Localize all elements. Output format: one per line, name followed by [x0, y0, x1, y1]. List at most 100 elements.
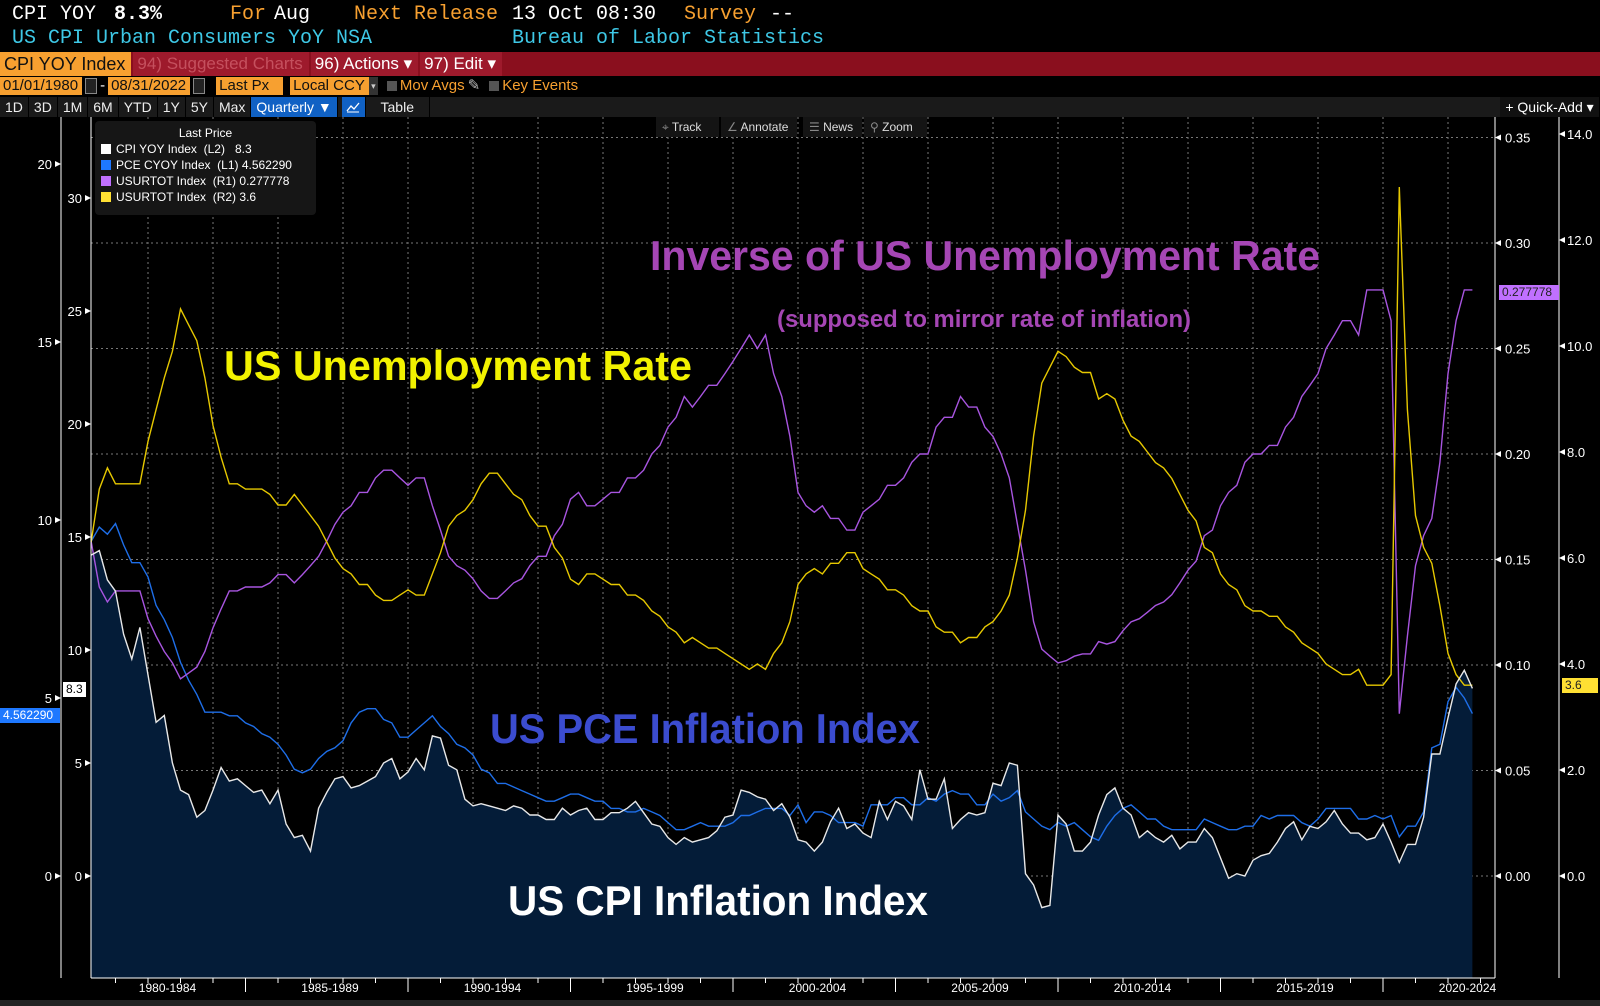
- table-button[interactable]: Table: [366, 97, 430, 117]
- quick-add-button[interactable]: + Quick-Add ▾: [1500, 97, 1600, 117]
- line-chart-icon[interactable]: [341, 97, 366, 117]
- l1-tick-label: 10: [38, 513, 52, 528]
- l1-tick-icon: [55, 517, 61, 523]
- inverse-unemployment-series-line: [90, 289, 1473, 714]
- r1-tick-label: 0.35: [1505, 131, 1530, 146]
- legend-entry-inverse[interactable]: USURTOT Index (R1) 0.277778: [101, 174, 289, 189]
- annotate-label: Annotate: [740, 120, 789, 134]
- axes: 20 15 10 5 0 30 25 20 15 10 5 0 0.35 0.30 0.25 0.20 0.15…: [38, 117, 1592, 995]
- legend-name: USURTOT Index: [116, 190, 207, 204]
- legend-entry-unemployment[interactable]: USURTOT Index (R2) 3.6: [101, 190, 256, 205]
- l2-tick-label: 30: [68, 191, 82, 206]
- bottom-border: [0, 1000, 1600, 1006]
- period-1y[interactable]: 1Y: [158, 97, 186, 117]
- menu-bar: CPI YOY Index 94) Suggested Charts 96) A…: [0, 52, 1600, 76]
- news-icon: ☰: [809, 120, 824, 134]
- track-tool[interactable]: ⌖ Track: [656, 117, 719, 137]
- legend-value: 3.6: [239, 190, 257, 204]
- inverse-last-value-tag: 0.277778: [1499, 285, 1559, 300]
- l2-tick-label: 20: [68, 417, 82, 432]
- chart-canvas[interactable]: 20 15 10 5 0 30 25 20 15 10 5 0 0.35 0.30 0.25 0.20 0.15…: [0, 117, 1600, 1006]
- r2-tick-label: 4.0: [1567, 657, 1585, 672]
- legend-entry-pce[interactable]: PCE CYOY Index (L1) 4.562290: [101, 158, 292, 173]
- l2-tick-label: 25: [68, 304, 82, 319]
- swatch-icon: [101, 144, 111, 154]
- chevron-down-icon[interactable]: ▾: [368, 77, 378, 95]
- x-tick-label: 2010-2014: [1114, 981, 1172, 995]
- l1-tick-icon: [55, 339, 61, 345]
- cpi-series-line: [90, 549, 1474, 909]
- r2-tick-icon: [1559, 555, 1565, 561]
- x-tick-label: 2000-2004: [789, 981, 847, 995]
- legend-entry-cpi[interactable]: CPI YOY Index (L2) 8.3: [101, 142, 252, 157]
- r1-tick-icon: [1495, 240, 1501, 246]
- start-date-input[interactable]: 01/01/1980: [0, 77, 83, 95]
- r1-tick-label: 0.05: [1505, 764, 1530, 779]
- swatch-icon: [101, 160, 111, 170]
- l1-tick-icon: [55, 873, 61, 879]
- x-tick-label: 2015-2019: [1276, 981, 1334, 995]
- l2-tick-label: 5: [75, 756, 82, 771]
- legend-name: CPI YOY Index: [116, 142, 197, 156]
- legend-axis: (R1): [212, 174, 237, 188]
- period-6m[interactable]: 6M: [88, 97, 119, 117]
- frequency-select[interactable]: Quarterly ▼: [251, 97, 338, 117]
- edit-menu[interactable]: 97) Edit ▾: [420, 52, 503, 76]
- legend-name: USURTOT Index: [116, 174, 207, 188]
- zoom-tool[interactable]: ⚲ Zoom: [864, 117, 927, 137]
- period-1m[interactable]: 1M: [58, 97, 89, 117]
- end-date-input[interactable]: 08/31/2022: [108, 77, 191, 95]
- news-tool[interactable]: ☰ News: [803, 117, 862, 137]
- calendar-icon[interactable]: [85, 78, 98, 94]
- period-5y[interactable]: 5Y: [186, 97, 214, 117]
- unemployment-last-value-tag: 3.6: [1562, 678, 1598, 693]
- l2-tick-icon: [85, 421, 91, 427]
- mov-avgs-label: Mov Avgs: [399, 77, 465, 94]
- date-separator: -: [100, 77, 106, 94]
- x-tick-label: 1990-1994: [464, 981, 522, 995]
- legend-value: 0.277778: [239, 174, 290, 188]
- period-1d[interactable]: 1D: [0, 97, 29, 117]
- for-label: For: [230, 3, 267, 26]
- r2-tick-label: 6.0: [1567, 551, 1585, 566]
- annotation-inverse-unemployment: Inverse of US Unemployment Rate: [650, 232, 1320, 279]
- l2-tick-label: 0: [75, 869, 82, 884]
- r1-tick-icon: [1495, 873, 1501, 879]
- r2-tick-label: 8.0: [1567, 445, 1585, 460]
- data-source: Bureau of Labor Statistics: [512, 27, 825, 50]
- zoom-label: Zoom: [882, 120, 913, 134]
- r2-tick-icon: [1559, 873, 1565, 879]
- actions-menu[interactable]: 96) Actions ▾: [310, 52, 419, 76]
- l2-tick-icon: [85, 760, 91, 766]
- r2-tick-icon: [1559, 449, 1565, 455]
- r2-tick-label: 14.0: [1567, 127, 1592, 142]
- period-ytd[interactable]: YTD: [119, 97, 158, 117]
- l1-tick-icon: [55, 695, 61, 701]
- annotation-mirror-note: (supposed to mirror rate of inflation): [777, 306, 1191, 333]
- key-events-checkbox[interactable]: [489, 81, 500, 91]
- r1-tick-icon: [1495, 662, 1501, 668]
- calendar-icon[interactable]: [193, 78, 206, 94]
- l1-tick-label: 15: [38, 335, 52, 350]
- annotation-pce: US PCE Inflation Index: [490, 705, 921, 752]
- next-release-label: Next Release: [354, 3, 499, 26]
- r1-tick-label: 0.20: [1505, 447, 1530, 462]
- field-select[interactable]: Last Px: [216, 77, 284, 95]
- annotation-cpi: US CPI Inflation Index: [508, 877, 929, 924]
- currency-select[interactable]: Local CCY: [290, 77, 369, 95]
- r1-tick-label: 0.25: [1505, 342, 1530, 357]
- r1-tick-label: 0.10: [1505, 658, 1530, 673]
- swatch-icon: [101, 176, 111, 186]
- r1-tick-icon: [1495, 556, 1501, 563]
- mov-avgs-checkbox[interactable]: [386, 81, 397, 91]
- security-input[interactable]: CPI YOY Index: [0, 52, 132, 76]
- annotate-tool[interactable]: ∠ Annotate: [721, 117, 797, 137]
- pencil-icon[interactable]: ✎: [467, 77, 481, 94]
- suggested-charts-button[interactable]: 94) Suggested Charts: [133, 52, 309, 76]
- ticker: CPI YOY: [12, 3, 97, 26]
- security-header: CPI YOY 8.3% For Aug Next Release 13 Oct…: [0, 0, 1600, 26]
- l2-tick-icon: [85, 534, 91, 540]
- gridlines: [91, 117, 1495, 978]
- period-3d[interactable]: 3D: [29, 97, 58, 117]
- period-max[interactable]: Max: [214, 97, 252, 117]
